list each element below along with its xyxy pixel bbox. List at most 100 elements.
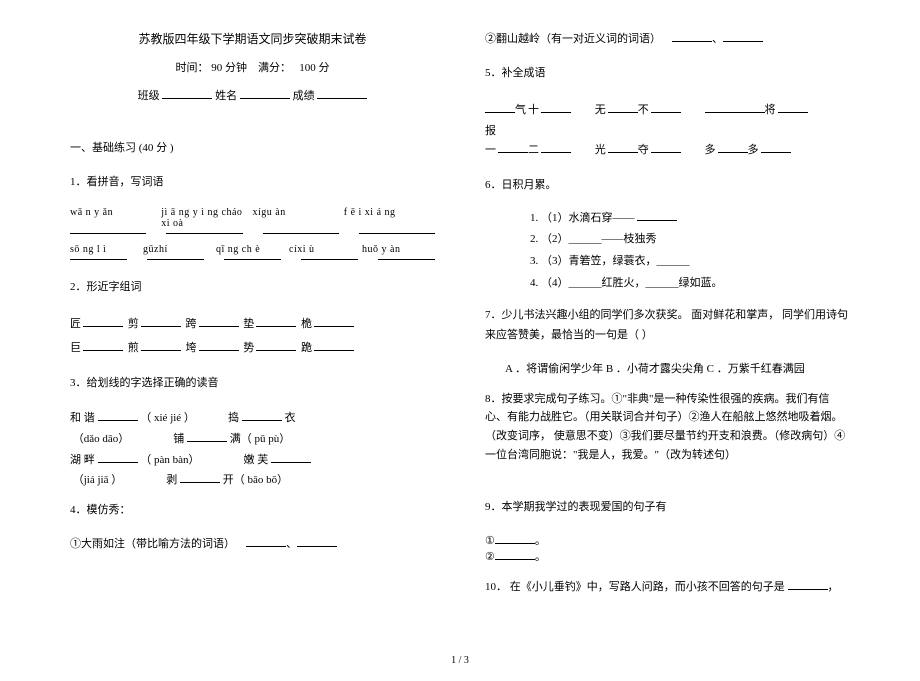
text: 不: [638, 104, 651, 116]
answer-blank[interactable]: [778, 102, 808, 113]
q9-sub1: ①。: [485, 532, 850, 548]
answer-blank[interactable]: [187, 431, 227, 442]
answer-blank[interactable]: [723, 31, 763, 42]
answer-blank[interactable]: [541, 102, 571, 113]
text: 多: [748, 144, 761, 156]
text: ②翻山越岭（有一对近义词的词语）: [485, 33, 661, 45]
answer-blank[interactable]: [498, 142, 528, 153]
answer-blank[interactable]: [788, 579, 828, 590]
page-footer: 1 / 3: [451, 655, 469, 666]
answer-blank[interactable]: [246, 536, 286, 547]
answer-blank[interactable]: [256, 316, 296, 327]
q4-label: 4．模仿秀：: [70, 501, 435, 521]
text: 无: [595, 104, 608, 116]
q3-line2: （dǎo dāo） 铺 满（ pū pù）: [70, 429, 435, 450]
answer-blank[interactable]: [263, 232, 339, 234]
text: 衣: [284, 412, 295, 424]
grade-label: 成绩: [293, 90, 315, 102]
answer-blank[interactable]: [735, 102, 765, 113]
time-label: 时间：: [176, 62, 209, 74]
answer-blank[interactable]: [98, 452, 138, 463]
q3-label: 3．给划线的字选择正确的读音: [70, 374, 435, 394]
answer-blank[interactable]: [147, 258, 204, 260]
answer-blank[interactable]: [301, 258, 358, 260]
q2-label: 2．形近字组词: [70, 278, 435, 298]
answer-blank[interactable]: [672, 31, 712, 42]
q7-label: 7．少儿书法兴趣小组的同学们多次获奖。 面对鲜花和掌声， 同学们用诗句来应答赞美…: [485, 306, 850, 346]
answer-blank[interactable]: [495, 549, 535, 560]
q5-line2: 一二 光夺 多多: [485, 138, 850, 162]
num: 1.: [530, 212, 538, 224]
num: 3.: [530, 255, 538, 267]
q5-line1: 气十 无 不 将: [485, 98, 850, 122]
q4-sub1: ①大雨如注（带比喻方法的词语） 、: [70, 535, 435, 555]
name-label: 姓名: [215, 90, 237, 102]
text: 开（ bāo bō）: [223, 474, 288, 486]
char: 匠: [70, 318, 83, 330]
char: 跪: [301, 342, 314, 354]
q1-blank-row1: [70, 232, 435, 234]
pinyin-cell: sō ng l ì: [70, 244, 143, 255]
answer-blank[interactable]: [651, 102, 681, 113]
text: 气十: [515, 104, 541, 116]
answer-blank[interactable]: [98, 410, 138, 421]
q3-line1: 和 谐 （ xié jié ） 捣 衣: [70, 408, 435, 429]
class-blank[interactable]: [162, 88, 212, 99]
answer-blank[interactable]: [242, 410, 282, 421]
q1-pinyin-row1: wā n y ǎn jì ā ng y ì ng cháo xi oà xígu…: [70, 207, 435, 229]
answer-blank[interactable]: [541, 142, 571, 153]
text: 捣: [228, 412, 239, 424]
answer-blank[interactable]: [271, 452, 311, 463]
answer-blank[interactable]: [705, 102, 735, 113]
answer-blank[interactable]: [761, 142, 791, 153]
answer-blank[interactable]: [70, 232, 146, 234]
pinyin-cell: gūzhí: [143, 244, 216, 255]
text: 和 谐: [70, 412, 95, 424]
answer-blank[interactable]: [141, 316, 181, 327]
name-blank[interactable]: [240, 88, 290, 99]
q5-line1-end: 报: [485, 122, 850, 138]
q6-item: 4. （4）______红胜火，______绿如蓝。: [530, 275, 850, 293]
q6-items: 1. （1）水滴石穿—— 2. （2）______——枝独秀 3. （3）青箬笠…: [485, 210, 850, 296]
time-value: 90 分钟: [211, 62, 247, 74]
answer-blank[interactable]: [199, 340, 239, 351]
answer-blank[interactable]: [314, 316, 354, 327]
pinyin-cell: f ē i xi á ng: [344, 207, 435, 229]
answer-blank[interactable]: [83, 340, 123, 351]
q5-label: 5．补全成语: [485, 64, 850, 84]
answer-blank[interactable]: [608, 102, 638, 113]
q3-line4: （jiá jiā ） 剥 开（ bāo bō）: [70, 470, 435, 491]
answer-blank[interactable]: [180, 472, 220, 483]
q1-pinyin-row2: sō ng l ì gūzhí qī ng ch è cíxi ù huǒ y …: [70, 244, 435, 255]
char: 剪: [128, 318, 141, 330]
answer-blank[interactable]: [83, 316, 123, 327]
answer-blank[interactable]: [485, 102, 515, 113]
answer-blank[interactable]: [224, 258, 281, 260]
answer-blank[interactable]: [651, 142, 681, 153]
student-fields: 班级 姓名 成绩: [70, 87, 435, 103]
answer-blank[interactable]: [495, 533, 535, 544]
q2-line2: 巨 煎 垮 势 跪: [70, 336, 435, 360]
answer-blank[interactable]: [314, 340, 354, 351]
answer-blank[interactable]: [359, 232, 435, 234]
text: 将: [765, 104, 778, 116]
q9-sub2: ②。: [485, 548, 850, 564]
q6-item: 1. （1）水滴石穿——: [530, 210, 850, 228]
pinyin-cell: wā n y ǎn: [70, 207, 161, 229]
answer-blank[interactable]: [378, 258, 435, 260]
text: （ pàn bàn）: [140, 454, 199, 466]
answer-blank[interactable]: [141, 340, 181, 351]
answer-blank[interactable]: [256, 340, 296, 351]
grade-blank[interactable]: [317, 88, 367, 99]
answer-blank[interactable]: [637, 210, 677, 221]
text: （ xié jié ）: [140, 412, 195, 424]
answer-blank[interactable]: [608, 142, 638, 153]
answer-blank[interactable]: [297, 536, 337, 547]
answer-blank[interactable]: [70, 258, 127, 260]
answer-blank[interactable]: [166, 232, 242, 234]
text: （jiá jiā ）: [73, 474, 123, 486]
q10-label: 10． 在《小儿垂钓》中，写路人问路，而小孩不回答的句子是 ，: [485, 578, 850, 598]
text: 嫩 芙: [244, 454, 269, 466]
answer-blank[interactable]: [718, 142, 748, 153]
answer-blank[interactable]: [199, 316, 239, 327]
